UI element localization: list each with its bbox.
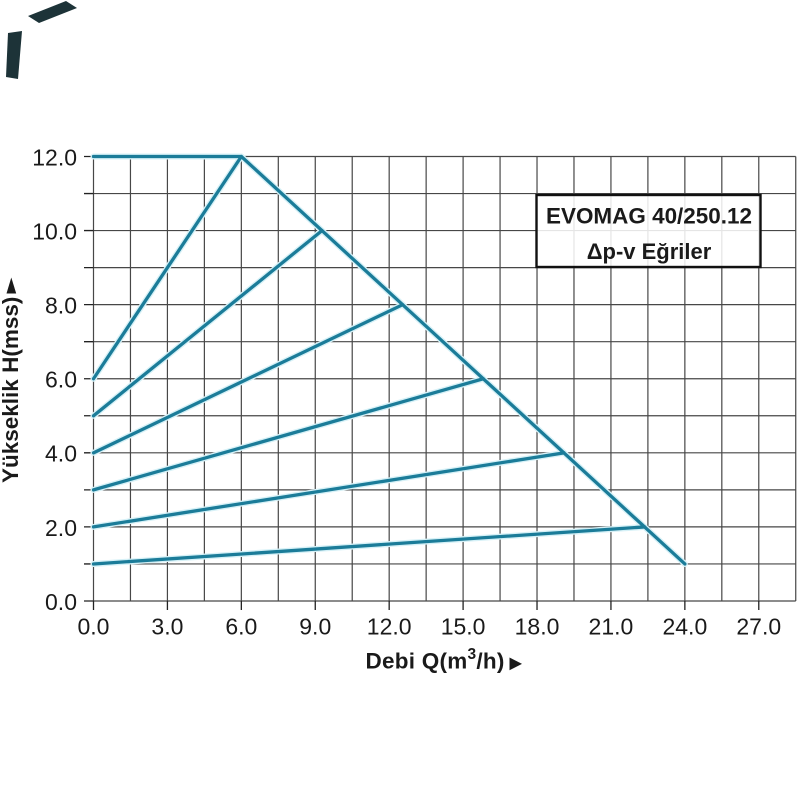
svg-text:3.0: 3.0 xyxy=(151,613,183,639)
svg-text:0.0: 0.0 xyxy=(78,613,110,639)
svg-text:EVOMAG 40/250.12: EVOMAG 40/250.12 xyxy=(546,204,752,229)
svg-text:Δp-v Eğriler: Δp-v Eğriler xyxy=(587,239,712,264)
svg-text:9.0: 9.0 xyxy=(299,613,331,639)
svg-text:6.0: 6.0 xyxy=(225,613,257,639)
svg-text:8.0: 8.0 xyxy=(45,293,77,319)
svg-text:12.0: 12.0 xyxy=(367,613,412,639)
svg-text:15.0: 15.0 xyxy=(441,613,486,639)
svg-text:Yükseklik H(mss): Yükseklik H(mss) xyxy=(0,297,23,483)
svg-text:21.0: 21.0 xyxy=(589,613,634,639)
svg-text:2.0: 2.0 xyxy=(45,515,77,541)
svg-text:18.0: 18.0 xyxy=(515,613,560,639)
svg-text:6.0: 6.0 xyxy=(45,367,77,393)
svg-text:10.0: 10.0 xyxy=(32,218,77,244)
svg-text:Debi Q(m3/h): Debi Q(m3/h) xyxy=(366,646,505,674)
svg-text:12.0: 12.0 xyxy=(32,144,77,170)
svg-text:27.0: 27.0 xyxy=(736,613,781,639)
svg-text:24.0: 24.0 xyxy=(662,613,707,639)
svg-text:4.0: 4.0 xyxy=(45,441,77,467)
svg-text:0.0: 0.0 xyxy=(45,589,77,615)
